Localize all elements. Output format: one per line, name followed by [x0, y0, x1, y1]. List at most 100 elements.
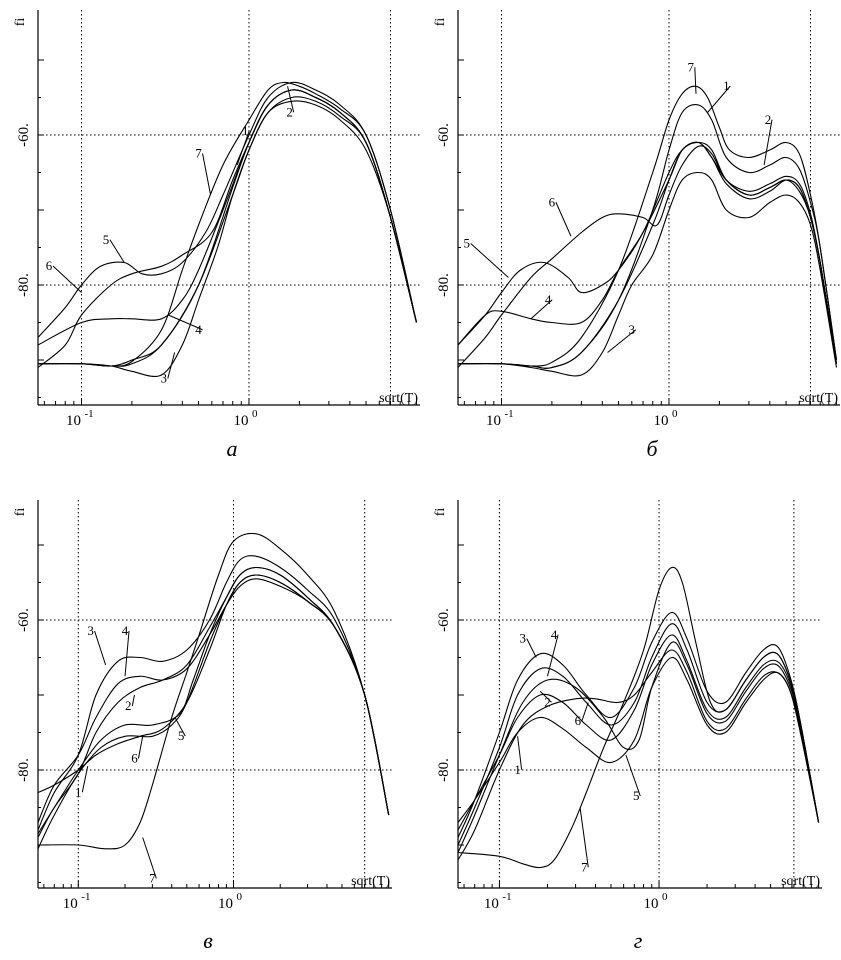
series-line-2 [37, 566, 390, 838]
curve-label-leader [167, 352, 176, 379]
curve-label-4: 4 [122, 623, 129, 638]
x-tick-exponent: -1 [504, 408, 513, 420]
curve-label-leader [109, 239, 125, 263]
curve-label-1: 1 [514, 762, 521, 777]
curve-label-leader [142, 837, 157, 879]
series-line-5 [457, 141, 838, 364]
curve-label-1: 1 [723, 78, 730, 93]
y-tick-label: -60. [436, 608, 452, 632]
series-line-2 [457, 141, 838, 369]
series-line-3 [457, 611, 820, 838]
x-tick-exponent: -1 [84, 408, 93, 420]
curve-label-leader [131, 694, 135, 707]
x-tick-label: 10 [218, 896, 233, 912]
panel-caption: в [203, 928, 213, 953]
curve-label-7: 7 [581, 859, 588, 874]
curve-label-leader [202, 153, 212, 196]
x-axis-label: sqrt(T) [781, 874, 820, 889]
curve-label-2: 2 [765, 112, 772, 127]
y-axis-label: fi [433, 508, 448, 517]
curve-label-2: 2 [544, 694, 551, 709]
series-line-1 [37, 100, 418, 367]
curve-label-2: 2 [286, 104, 293, 119]
curve-label-leader [470, 243, 509, 278]
panel-caption: б [646, 436, 658, 461]
series-line-7 [37, 532, 390, 850]
curve-label-7: 7 [688, 59, 695, 74]
curve-label-5: 5 [633, 788, 640, 803]
y-tick-label: -80. [436, 273, 452, 297]
x-tick-exponent: 0 [662, 891, 668, 903]
series-line-3 [457, 171, 838, 377]
curve-label-1: 1 [75, 784, 82, 799]
curve-label-4: 4 [551, 627, 558, 642]
x-tick-label: 10 [233, 413, 248, 429]
x-axis-label: sqrt(T) [799, 391, 838, 406]
curve-label-leader [625, 754, 641, 797]
curve-label-leader [52, 265, 82, 293]
series-line-3 [37, 555, 390, 831]
curve-label-leader [546, 634, 559, 677]
curve-label-leader [94, 630, 107, 666]
x-tick-label: 10 [644, 896, 659, 912]
series-line-6 [37, 89, 418, 368]
curve-label-leader [763, 119, 773, 166]
panel-caption: г [634, 928, 643, 953]
y-axis-label: fi [13, 508, 28, 517]
curve-label-7: 7 [149, 871, 156, 886]
x-tick-exponent: -1 [502, 891, 511, 903]
series-line-5 [37, 566, 390, 835]
y-tick-label: -80. [16, 758, 32, 782]
curve-label-leader [287, 86, 295, 113]
curve-label-leader [607, 329, 637, 353]
curve-label-6: 6 [575, 713, 582, 728]
y-tick-label: -80. [436, 758, 452, 782]
curve-label-6: 6 [549, 194, 556, 209]
y-axis-label: fi [433, 18, 448, 27]
y-tick-label: -60. [16, 123, 32, 147]
series-line-7 [457, 566, 820, 869]
curve-label-leader [581, 702, 589, 722]
curve-label-5: 5 [178, 728, 185, 743]
x-tick-label: 10 [63, 896, 78, 912]
curve-label-4: 4 [195, 322, 202, 337]
curve-label-3: 3 [87, 623, 94, 638]
x-tick-label: 10 [484, 896, 499, 912]
curve-label-leader [526, 638, 537, 658]
curve-label-6: 6 [131, 751, 138, 766]
x-tick-exponent: 0 [672, 408, 678, 420]
x-tick-label: 10 [653, 413, 668, 429]
x-tick-label: 10 [66, 413, 81, 429]
series-line-3 [37, 96, 418, 378]
series-line-7 [37, 81, 418, 367]
curve-label-leader [168, 314, 203, 331]
x-axis-label: sqrt(T) [379, 391, 418, 406]
curve-label-leader [707, 85, 731, 113]
series-line-4 [457, 141, 838, 364]
curve-label-leader [555, 202, 572, 237]
curve-label-7: 7 [195, 146, 202, 161]
series-line-1 [37, 574, 390, 816]
x-tick-exponent: 0 [252, 408, 258, 420]
curve-label-leader [81, 766, 89, 793]
curve-label-leader [517, 736, 523, 770]
y-tick-label: -80. [16, 273, 32, 297]
curve-label-5: 5 [463, 236, 470, 251]
x-tick-exponent: 0 [237, 891, 243, 903]
x-axis-label: sqrt(T) [351, 874, 390, 889]
curve-label-leader [530, 299, 553, 320]
panel-caption: а [227, 436, 238, 461]
series-line-2 [457, 634, 820, 831]
series-line-4 [37, 89, 418, 346]
y-tick-label: -60. [436, 123, 452, 147]
curve-label-4: 4 [545, 292, 552, 307]
curve-label-leader [579, 807, 589, 868]
y-axis-label: fi [13, 18, 28, 27]
series-line-5 [457, 641, 820, 853]
x-tick-label: 10 [486, 413, 501, 429]
series-line-6 [457, 145, 838, 368]
